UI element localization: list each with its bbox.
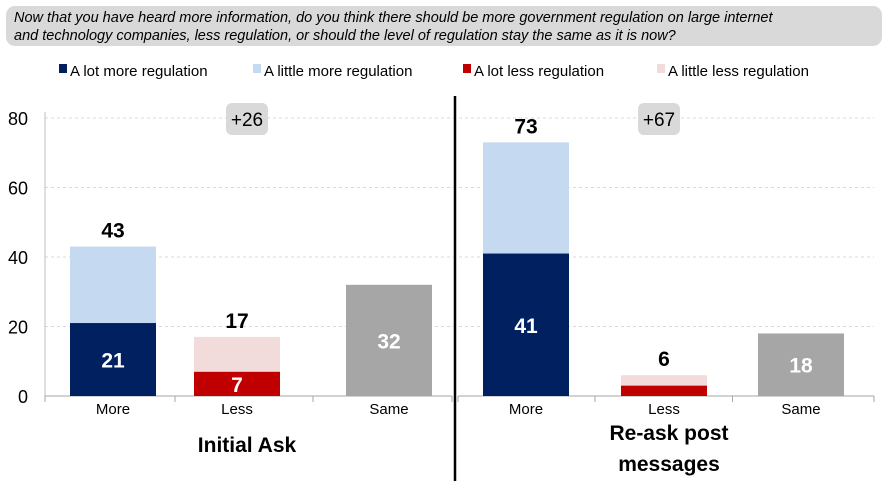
y-tick-label: 0 [18, 387, 28, 407]
y-tick-label: 80 [8, 109, 28, 129]
legend-swatch-4 [657, 64, 665, 73]
legend-swatch-1 [59, 64, 67, 73]
bar-segment-same [346, 284, 432, 396]
bar-segment-less [621, 375, 707, 386]
bar-segment-same [758, 333, 844, 396]
bar-total-label: 17 [225, 310, 248, 333]
bar-value-label: 21 [101, 350, 125, 373]
net-difference-label: +26 [231, 110, 263, 131]
panel-title-line: Re-ask post [609, 422, 728, 445]
net-difference-label: +67 [643, 110, 675, 131]
bar-segment-less [194, 371, 280, 396]
x-tick-label: More [96, 401, 130, 418]
y-tick-label: 40 [8, 248, 28, 268]
legend-label-1: A lot more regulation [70, 63, 208, 80]
legend-label-3: A lot less regulation [474, 63, 604, 80]
panel-title-line: Initial Ask [198, 434, 297, 457]
bar-value-label: 18 [789, 355, 813, 378]
bar-total-label: 73 [514, 115, 537, 138]
x-tick-label: Less [221, 401, 253, 418]
bar-value-label: 7 [231, 374, 243, 397]
y-tick-label: 20 [8, 318, 28, 338]
bar-segment-more [70, 323, 156, 396]
question-text: Now that you have heard more information… [6, 6, 882, 46]
bar-segment-less [621, 385, 707, 396]
bar-total-label: 6 [658, 348, 670, 371]
panel-title-line: messages [618, 453, 720, 476]
bar-total-label: 43 [101, 220, 124, 243]
legend-label-2: A little more regulation [264, 63, 412, 80]
net-difference-badge [638, 103, 680, 135]
y-tick-label: 60 [8, 179, 28, 199]
bar-value-label: 32 [377, 330, 400, 353]
bar-value-label: 41 [514, 315, 538, 338]
legend-swatch-3 [463, 64, 471, 73]
bar-segment-more [483, 253, 569, 396]
net-difference-badge [226, 103, 268, 135]
x-tick-label: Same [369, 401, 408, 418]
x-tick-label: Same [781, 401, 820, 418]
bar-segment-less [194, 336, 280, 372]
x-tick-label: More [509, 401, 543, 418]
bar-segment-more [70, 246, 156, 324]
bar-segment-more [483, 142, 569, 254]
legend-label-4: A little less regulation [668, 63, 809, 80]
legend-swatch-2 [253, 64, 261, 73]
x-tick-label: Less [648, 401, 680, 418]
